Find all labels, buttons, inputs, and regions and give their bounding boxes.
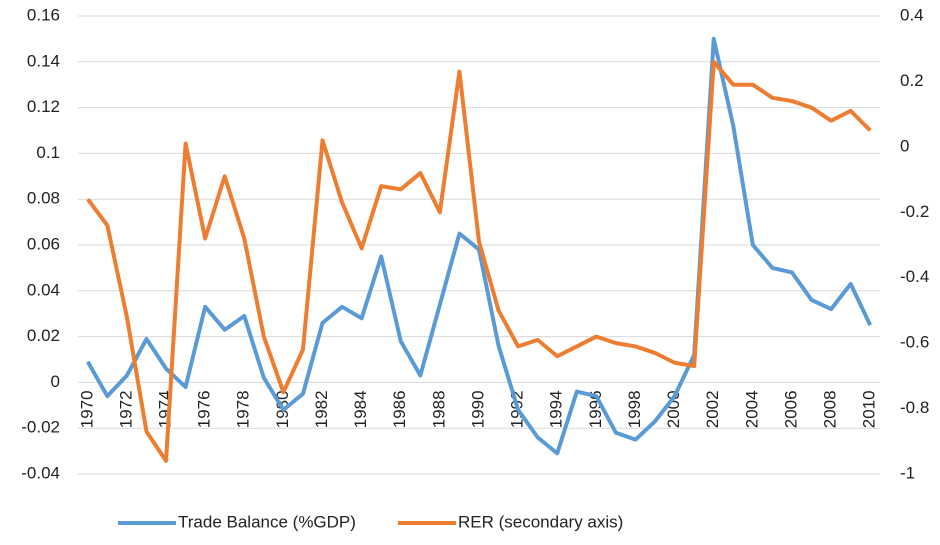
series-line <box>86 36 873 456</box>
y2-tick-label: -1 <box>900 463 915 482</box>
x-tick-label: 2010 <box>860 390 879 428</box>
y-tick-label: 0.14 <box>27 51 60 70</box>
y-tick-label: 0.1 <box>36 143 60 162</box>
x-tick-label: 1988 <box>429 390 448 428</box>
y-tick-label: 0.08 <box>27 189 60 208</box>
x-tick-label: 1970 <box>77 390 96 428</box>
legend-label: RER (secondary axis) <box>458 512 623 531</box>
x-tick-label: 1998 <box>625 390 644 428</box>
y2-tick-label: -0.2 <box>900 202 929 221</box>
y-tick-label: 0.16 <box>27 5 60 24</box>
y2-tick-label: 0 <box>900 136 909 155</box>
series-line <box>86 59 872 463</box>
legend-label: Trade Balance (%GDP) <box>178 512 356 531</box>
x-tick-label: 1972 <box>116 390 135 428</box>
x-tick-label: 1994 <box>547 390 566 428</box>
y-tick-label: 0 <box>51 372 60 391</box>
y2-tick-label: 0.4 <box>900 5 924 24</box>
x-tick-label: 2000 <box>664 390 683 428</box>
x-tick-label: 2002 <box>703 390 722 428</box>
y2-tick-label: -0.4 <box>900 267 929 286</box>
y-tick-label: -0.04 <box>21 463 60 482</box>
x-tick-label: 1984 <box>351 390 370 428</box>
x-tick-label: 1990 <box>468 390 487 428</box>
y-tick-label: 0.12 <box>27 97 60 116</box>
y2-tick-label: -0.6 <box>900 333 929 352</box>
y-tick-label: 0.04 <box>27 280 60 299</box>
y-tick-label: -0.02 <box>21 418 60 437</box>
y2-tick-label: 0.2 <box>900 71 924 90</box>
x-tick-label: 2008 <box>821 390 840 428</box>
x-tick-label: 1982 <box>312 390 331 428</box>
y-tick-label: 0.02 <box>27 326 60 345</box>
x-tick-label: 2004 <box>742 390 761 428</box>
y2-tick-label: -0.8 <box>900 398 929 417</box>
x-tick-label: 2006 <box>781 390 800 428</box>
x-tick-label: 1986 <box>390 390 409 428</box>
y-tick-label: 0.06 <box>27 234 60 253</box>
x-tick-label: 1978 <box>234 390 253 428</box>
x-tick-label: 1976 <box>195 390 214 428</box>
